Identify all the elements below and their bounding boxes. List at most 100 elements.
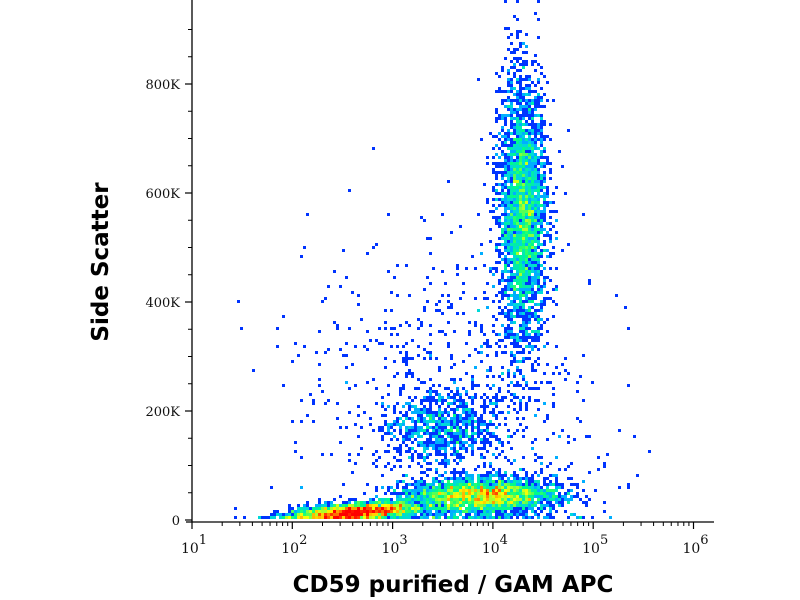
density-cell [531,366,534,369]
density-cell [525,228,528,231]
density-cell [507,495,510,498]
density-cell [459,402,462,405]
density-cell [528,306,531,309]
density-cell [384,507,387,510]
density-cell [537,321,540,324]
density-cell [381,429,384,432]
density-cell [498,249,501,252]
density-cell [453,498,456,501]
density-cell [381,414,384,417]
density-cell [516,33,519,36]
density-cell [531,510,534,513]
density-cell [438,504,441,507]
density-cell [429,411,432,414]
density-cell [396,495,399,498]
density-cell [402,510,405,513]
density-cell [504,471,507,474]
density-cell [540,144,543,147]
density-cell [534,330,537,333]
density-cell [414,513,417,516]
density-cell [444,507,447,510]
density-cell [579,420,582,423]
density-cell [501,198,504,201]
density-cell [516,168,519,171]
density-cell [480,447,483,450]
density-cell [510,201,513,204]
density-cell [321,510,324,513]
density-cell [525,141,528,144]
density-cell [444,450,447,453]
density-cell [402,405,405,408]
density-cell [504,183,507,186]
density-cell [411,417,414,420]
density-cell [453,453,456,456]
density-cell [420,513,423,516]
density-cell [408,417,411,420]
density-cell [543,297,546,300]
density-cell [522,213,525,216]
density-cell [387,510,390,513]
density-cell [510,363,513,366]
density-cell [474,516,477,519]
density-cell [504,180,507,183]
density-cell [522,387,525,390]
density-cell [366,504,369,507]
density-cell [498,492,501,495]
density-cell [540,471,543,474]
density-cell [342,513,345,516]
density-cell [531,117,534,120]
density-cell [417,408,420,411]
density-cell [543,495,546,498]
density-cell [483,435,486,438]
density-cell [525,123,528,126]
density-cell [489,507,492,510]
density-cell [558,501,561,504]
density-cell [540,222,543,225]
density-cell [555,456,558,459]
density-cell [522,255,525,258]
density-cell [534,237,537,240]
density-cell [357,294,360,297]
density-cell [432,501,435,504]
density-cell [345,510,348,513]
density-cell [393,276,396,279]
density-cell [411,372,414,375]
density-cell [507,216,510,219]
density-cell [483,456,486,459]
density-cell [525,213,528,216]
density-cell [534,336,537,339]
density-cell [543,120,546,123]
density-cell [531,180,534,183]
density-cell [348,516,351,519]
density-cell [555,474,558,477]
density-cell [417,441,420,444]
density-cell [531,60,534,63]
density-cell [528,270,531,273]
density-cell [474,366,477,369]
density-cell [504,312,507,315]
density-cell [390,426,393,429]
density-cell [417,492,420,495]
density-cell [537,318,540,321]
density-cell [342,483,345,486]
density-cell [516,180,519,183]
density-cell [516,429,519,432]
density-cell [417,483,420,486]
density-cell [414,507,417,510]
density-cell [495,435,498,438]
density-cell [477,447,480,450]
density-cell [525,108,528,111]
density-cell [525,315,528,318]
density-cell [525,336,528,339]
density-cell [435,510,438,513]
density-cell [537,252,540,255]
density-cell [438,384,441,387]
density-cell [507,213,510,216]
density-cell [420,408,423,411]
density-cell [483,438,486,441]
density-cell [513,93,516,96]
density-cell [459,477,462,480]
density-cell [516,270,519,273]
density-cell [519,120,522,123]
density-cell [516,96,519,99]
